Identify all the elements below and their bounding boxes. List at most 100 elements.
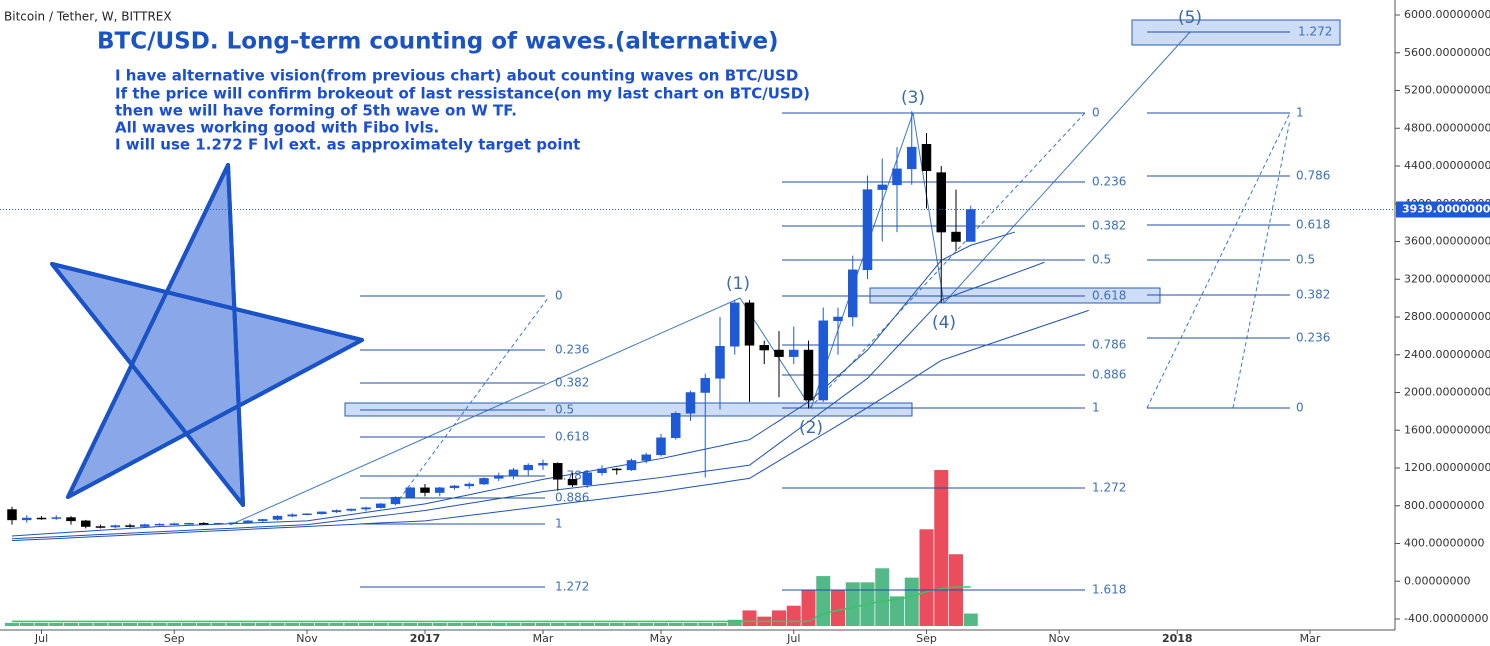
volume-bar — [801, 590, 816, 626]
candle-body — [228, 522, 238, 524]
y-tick-label: 3600.00000000 — [1404, 235, 1490, 248]
volume-bar — [816, 576, 831, 626]
candle-body — [199, 522, 209, 525]
candle-body — [877, 184, 887, 190]
fib-label: 1 — [1092, 401, 1100, 415]
volume-bar — [255, 622, 270, 626]
volume-bar — [432, 622, 447, 626]
fib-trend — [809, 112, 1086, 409]
fib-label: 1.272 — [555, 580, 589, 594]
candle-body — [626, 460, 637, 471]
fib-label: 0.382 — [1092, 219, 1126, 233]
candle-body — [258, 519, 268, 522]
candle-body — [656, 437, 666, 456]
candle-body — [95, 526, 106, 528]
x-tick-label: Jul — [34, 632, 48, 645]
fib-label: 0.786 — [1092, 338, 1126, 352]
symbol-label: Bitcoin / Tether, W, BITTREX — [4, 10, 172, 24]
candle-body — [36, 517, 47, 520]
x-tick-label: 2018 — [1162, 632, 1193, 645]
x-tick-label: 2017 — [410, 632, 441, 645]
candle-body — [494, 475, 504, 479]
volume-bar — [683, 622, 698, 626]
fib-label: 0.236 — [1092, 175, 1126, 189]
volume-bar — [477, 622, 491, 626]
candle-body — [66, 517, 76, 522]
candle-body — [730, 302, 740, 347]
volume-ma-line — [12, 586, 971, 623]
candle-body — [582, 472, 592, 486]
candle-body — [818, 320, 828, 401]
x-tick-label: Sep — [916, 632, 937, 645]
volume-bar — [875, 568, 890, 626]
volume-bar — [609, 622, 624, 626]
volume-bar — [152, 622, 167, 626]
last-price-label: 3939.00000000 — [1402, 203, 1490, 216]
volume-bar — [403, 622, 418, 626]
volume-bar — [108, 622, 123, 626]
volume-bar — [506, 622, 521, 626]
fib-label: 0.382 — [555, 376, 589, 390]
volume-bar — [536, 622, 550, 626]
x-tick-label: Sep — [164, 632, 185, 645]
volume-bar — [78, 622, 93, 626]
volume-bar — [550, 622, 565, 626]
moving-average — [11, 309, 1089, 542]
volume-bar — [654, 622, 668, 626]
wave-label: (2) — [799, 418, 823, 438]
volume-bar — [786, 605, 801, 626]
annotations: (1) (2) (3) (4) (5) Bitcoin / Tether, W,… — [4, 8, 1202, 438]
volume-bar — [93, 622, 108, 626]
volume-bar — [329, 622, 344, 626]
candle-body — [213, 522, 224, 525]
candle-body — [803, 349, 814, 401]
y-tick-label: 1600.00000000 — [1404, 423, 1490, 436]
volume-bar — [772, 610, 786, 626]
volume-bar — [963, 613, 978, 626]
candle-body — [449, 485, 460, 489]
candle-body — [523, 464, 533, 471]
volume-bar — [123, 622, 137, 626]
star-outline — [50, 163, 364, 507]
volume-bar — [388, 622, 403, 626]
wave-label: (3) — [901, 88, 925, 108]
volume-bar — [462, 622, 477, 626]
moving-average — [11, 231, 1016, 537]
y-tick-label: 4400.00000000 — [1404, 159, 1490, 172]
fib-label: 0.886 — [1092, 368, 1126, 382]
candle-body — [243, 520, 253, 523]
volume-bar — [344, 622, 359, 626]
candle-body — [774, 349, 784, 357]
candle-body — [700, 378, 710, 393]
candle-body — [7, 509, 17, 521]
volume-bar — [211, 622, 226, 626]
candle-body — [907, 146, 917, 170]
drawings — [50, 19, 1341, 526]
volume-bar — [182, 622, 196, 626]
volume-bar — [919, 529, 934, 626]
fib-box — [344, 402, 913, 417]
candle-body — [331, 510, 342, 513]
volume-bar — [580, 622, 595, 626]
candle-body — [184, 522, 194, 525]
fib-label: 0.5 — [1092, 253, 1111, 267]
fib-label: 0.886 — [555, 491, 589, 505]
candle-body — [553, 463, 563, 480]
candle-body — [420, 487, 430, 493]
volume-bar — [34, 622, 49, 626]
candle-body — [671, 413, 681, 439]
candle-body — [759, 345, 769, 351]
volume-bar — [285, 622, 300, 626]
fib-label: 1 — [1296, 106, 1304, 120]
candle-body — [110, 525, 120, 528]
candle-body — [479, 478, 489, 485]
candles — [7, 111, 976, 529]
description-line: If the price will confirm brokeout of la… — [115, 85, 810, 103]
candle-body — [789, 349, 799, 357]
volume-bar — [890, 596, 904, 626]
volume-bar — [373, 622, 388, 626]
fib-label: 0.618 — [555, 430, 589, 444]
volume-bar — [241, 622, 255, 626]
candle-body — [405, 487, 415, 498]
